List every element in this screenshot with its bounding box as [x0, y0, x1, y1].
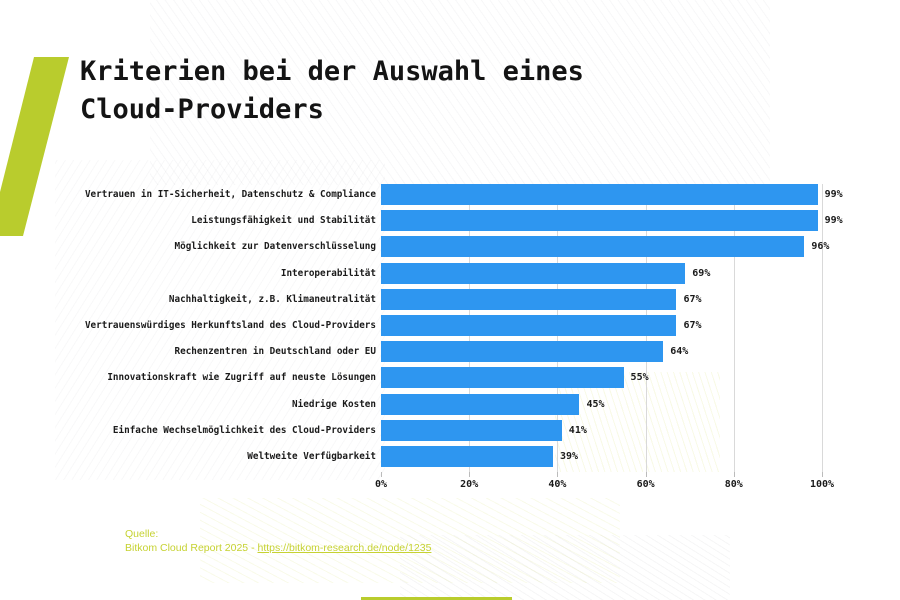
value-label: 67% [683, 320, 702, 331]
chart-row: Vertrauenswürdiges Herkunftsland des Clo… [80, 315, 825, 336]
chart-row: Vertrauen in IT-Sicherheit, Datenschutz … [80, 184, 843, 205]
bar [381, 419, 562, 441]
bar [381, 341, 664, 363]
axis-tick-label: 100% [809, 479, 835, 490]
category-label: Niedrige Kosten [292, 398, 376, 410]
axis-tick [381, 472, 382, 477]
value-label: 55% [630, 372, 649, 384]
gridline-100 [822, 184, 823, 472]
value-label: 69% [692, 267, 711, 279]
page-title: Kriterien bei der Auswahl eines Cloud-Pr… [80, 56, 584, 126]
category-label: Rechenzentren in Deutschland oder EU [174, 346, 377, 358]
category-label: Nachhaltigkeit, z.B. Klimaneutralität [168, 293, 376, 305]
source-line: Bitkom Cloud Report 2025 - https://bitko… [125, 541, 431, 555]
value-label: 41% [568, 424, 587, 436]
axis-tick [645, 472, 647, 477]
background-pattern-bottom [400, 535, 730, 600]
bar [381, 184, 818, 205]
chart-row: Einfache Wechselmöglichkeit des Cloud-Pr… [80, 419, 825, 441]
bar [381, 288, 677, 310]
category-label: Leistungsfähigkeit und Stabilität [191, 215, 376, 227]
category-label: Weltweite Verfügbarkeit [247, 451, 376, 462]
value-label: 45% [586, 398, 605, 410]
chart-row: Weltweite Verfügbarkeit 39% [80, 446, 825, 467]
chart-row: Leistungsfähigkeit und Stabilität 99% [80, 210, 843, 232]
chart-row: Innovationskraft wie Zugriff auf neuste … [80, 367, 825, 389]
axis-tick [822, 472, 823, 477]
category-label: Vertrauenswürdiges Herkunftsland des Clo… [84, 320, 376, 331]
axis-tick-label: 40% [548, 479, 567, 490]
source-link[interactable]: https://bitkom-research.de/node/1235 [257, 542, 432, 555]
bar [381, 393, 580, 415]
axis-tick [733, 472, 735, 477]
category-label: Möglichkeit zur Datenverschlüsselung [174, 241, 377, 253]
category-label: Einfache Wechselmöglichkeit des Cloud-Pr… [112, 424, 376, 436]
axis-tick-label: 60% [636, 479, 655, 490]
chart-row: Rechenzentren in Deutschland oder EU 64% [80, 341, 825, 363]
value-label: 99% [824, 189, 843, 200]
chart-row: Interoperabilität 69% [80, 262, 825, 284]
source-label: Quelle: [125, 528, 159, 540]
category-label: Interoperabilität [280, 267, 376, 279]
value-label: 96% [811, 241, 830, 253]
bar [381, 262, 686, 284]
value-label: 67% [683, 293, 702, 305]
bar [381, 315, 677, 336]
gridline-80 [733, 184, 735, 472]
chart-row: Niedrige Kosten 45% [80, 393, 825, 415]
axis-tick-label: 20% [460, 479, 479, 490]
value-label: 39% [559, 451, 579, 462]
bar [381, 367, 624, 389]
bar [381, 446, 553, 467]
axis-tick [557, 472, 559, 477]
bar-chart: Vertrauen in IT-Sicherheit, Datenschutz … [80, 184, 843, 490]
source-note: Quelle: Bitkom Cloud Report 2025 - https… [125, 527, 431, 555]
bar [381, 210, 818, 232]
value-label: 99% [824, 215, 843, 227]
axis-tick [469, 472, 471, 477]
category-label: Vertrauen in IT-Sicherheit, Datenschutz … [84, 189, 376, 200]
category-label: Innovationskraft wie Zugriff auf neuste … [107, 372, 376, 384]
source-text: Bitkom Cloud Report 2025 - [125, 542, 258, 555]
accent-slash-shape [0, 57, 69, 236]
bottom-accent-bar [361, 597, 512, 600]
value-label: 64% [670, 346, 689, 358]
axis-tick-label: 0% [374, 479, 388, 490]
chart-row: Nachhaltigkeit, z.B. Klimaneutralität 67% [80, 288, 825, 310]
axis-tick-label: 80% [724, 479, 743, 490]
bar [381, 236, 805, 258]
chart-row: Möglichkeit zur Datenverschlüsselung 96% [80, 236, 829, 258]
